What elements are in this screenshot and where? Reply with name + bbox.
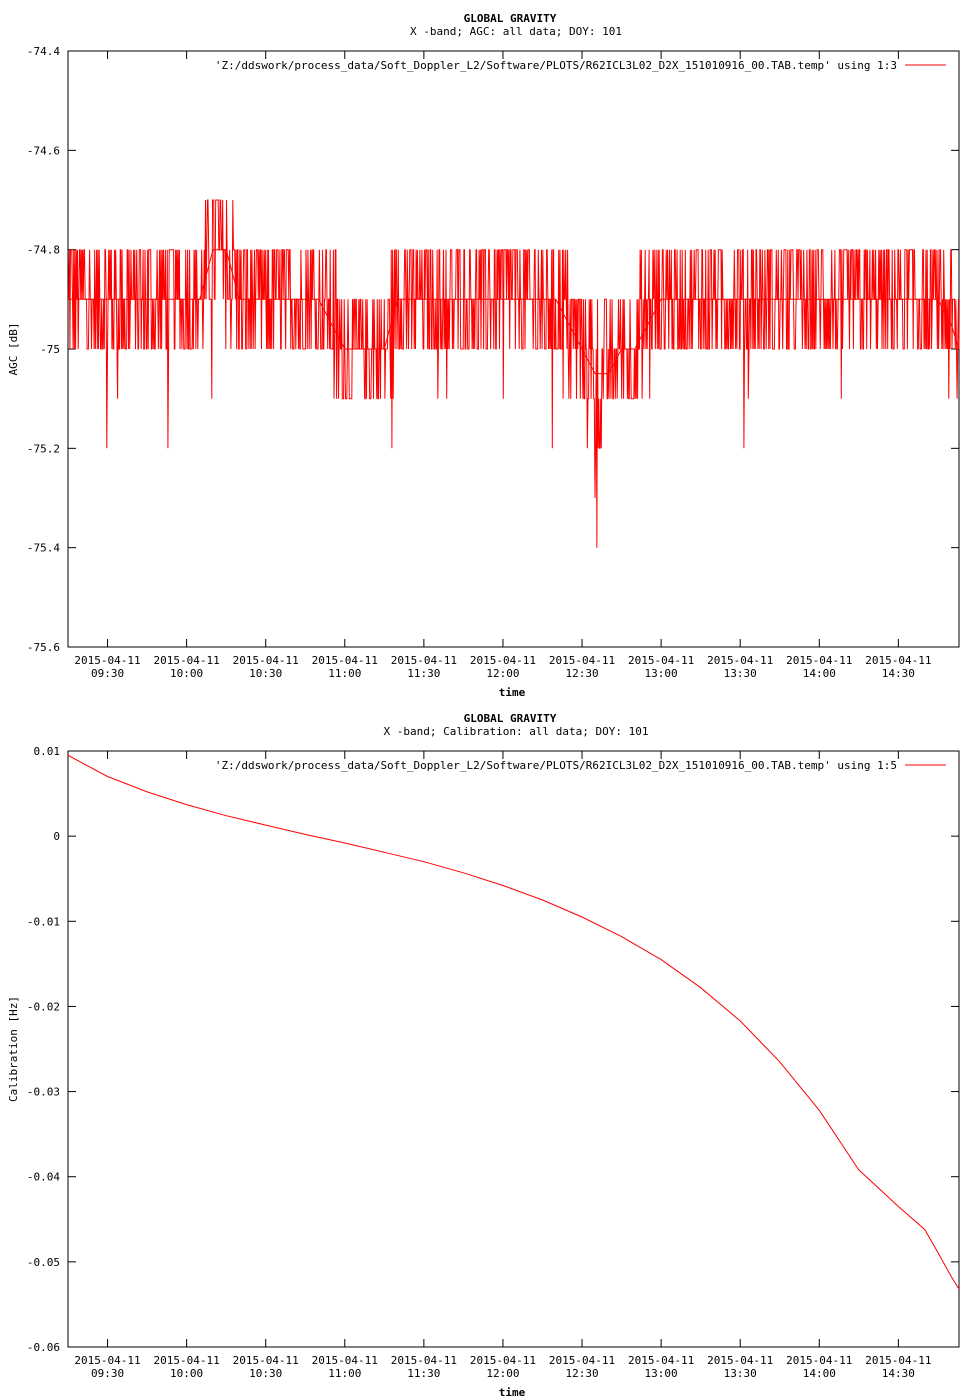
- agc-x-tick-date: 2015-04-11: [391, 654, 457, 667]
- agc-x-tick-time: 13:00: [645, 667, 678, 680]
- calibration-y-tick-label: -0.02: [27, 1000, 60, 1013]
- calibration-x-tick-time: 13:30: [724, 1367, 757, 1380]
- calibration-series: [67, 754, 960, 1290]
- calibration-x-tick-time: 09:30: [91, 1367, 124, 1380]
- calibration-y-tick-label: -0.01: [27, 915, 60, 928]
- agc-x-tick-time: 14:30: [882, 667, 915, 680]
- agc-y-tick-label: -75: [40, 343, 60, 356]
- agc-y-tick-label: -74.8: [27, 244, 60, 257]
- calibration-x-tick-date: 2015-04-11: [470, 1354, 536, 1367]
- calibration-x-tick-time: 12:00: [486, 1367, 519, 1380]
- agc-x-tick-time: 12:30: [565, 667, 598, 680]
- agc-series-samples: [68, 199, 960, 548]
- agc-chart-title: GLOBAL GRAVITY: [464, 12, 557, 25]
- calibration-y-tick-label: -0.04: [27, 1171, 60, 1184]
- calibration-x-tick-date: 2015-04-11: [312, 1354, 378, 1367]
- agc-x-tick-date: 2015-04-11: [549, 654, 615, 667]
- calibration-x-tick-date: 2015-04-11: [628, 1354, 694, 1367]
- calibration-y-tick-label: 0.01: [34, 745, 61, 758]
- agc-x-tick-date: 2015-04-11: [628, 654, 694, 667]
- agc-chart: GLOBAL GRAVITY X -band; AGC: all data; D…: [7, 12, 960, 699]
- agc-x-tick-time: 11:30: [407, 667, 440, 680]
- calibration-plot-frame: [67, 750, 960, 1348]
- agc-y-tick-label: -75.6: [27, 641, 60, 654]
- agc-x-tick-date: 2015-04-11: [865, 654, 931, 667]
- agc-x-axis-label: time: [499, 686, 526, 699]
- calibration-y-tick-label: -0.03: [27, 1086, 60, 1099]
- calibration-series-line: [67, 754, 960, 1290]
- calibration-x-tick-time: 13:00: [645, 1367, 678, 1380]
- calibration-x-tick-date: 2015-04-11: [865, 1354, 931, 1367]
- agc-x-tick-time: 10:30: [249, 667, 282, 680]
- calibration-x-tick-time: 10:00: [170, 1367, 203, 1380]
- calibration-x-tick-time: 14:30: [882, 1367, 915, 1380]
- agc-x-tick-time: 09:30: [91, 667, 124, 680]
- agc-x-tick-date: 2015-04-11: [233, 654, 299, 667]
- calibration-y-axis: 0.01 0 -0.01 -0.02 -0.03 -0.04 -0.05 -0.06: [27, 745, 959, 1354]
- calibration-x-tick-date: 2015-04-11: [233, 1354, 299, 1367]
- agc-x-tick-time: 13:30: [724, 667, 757, 680]
- calibration-x-tick-date: 2015-04-11: [154, 1354, 220, 1367]
- calibration-x-tick-time: 11:00: [328, 1367, 361, 1380]
- calibration-x-tick-date: 2015-04-11: [786, 1354, 852, 1367]
- agc-chart-subtitle: X -band; AGC: all data; DOY: 101: [410, 25, 622, 38]
- agc-x-tick-date: 2015-04-11: [470, 654, 536, 667]
- agc-legend-label: 'Z:/ddswork/process_data/Soft_Doppler_L2…: [215, 59, 897, 72]
- agc-x-tick-date: 2015-04-11: [786, 654, 852, 667]
- agc-x-tick-time: 10:00: [170, 667, 203, 680]
- agc-y-tick-label: -75.4: [27, 542, 60, 555]
- agc-x-tick-time: 12:00: [486, 667, 519, 680]
- calibration-x-tick-time: 11:30: [407, 1367, 440, 1380]
- calibration-chart: GLOBAL GRAVITY X -band; Calibration: all…: [7, 712, 960, 1399]
- calibration-y-axis-label: Calibration [Hz]: [7, 996, 20, 1102]
- calibration-x-tick-date: 2015-04-11: [549, 1354, 615, 1367]
- agc-x-tick-date: 2015-04-11: [154, 654, 220, 667]
- calibration-x-tick-date: 2015-04-11: [707, 1354, 773, 1367]
- calibration-legend-label: 'Z:/ddswork/process_data/Soft_Doppler_L2…: [215, 759, 897, 772]
- agc-x-tick-date: 2015-04-11: [707, 654, 773, 667]
- agc-y-tick-label: -75.2: [27, 442, 60, 455]
- calibration-chart-title: GLOBAL GRAVITY: [464, 712, 557, 725]
- agc-x-tick-date: 2015-04-11: [312, 654, 378, 667]
- agc-y-axis: -74.4 -74.6 -74.8 -75 -75.2 -75.4 -75.6: [27, 45, 959, 654]
- calibration-x-axis: 2015-04-1109:302015-04-1110:002015-04-11…: [74, 751, 931, 1380]
- calibration-y-tick-label: -0.06: [27, 1341, 60, 1354]
- calibration-x-tick-date: 2015-04-11: [74, 1354, 140, 1367]
- calibration-x-tick-time: 14:00: [803, 1367, 836, 1380]
- calibration-x-tick-time: 12:30: [565, 1367, 598, 1380]
- calibration-x-axis-label: time: [499, 1386, 526, 1399]
- agc-y-axis-label: AGC [dB]: [7, 323, 20, 376]
- calibration-x-tick-date: 2015-04-11: [391, 1354, 457, 1367]
- agc-x-tick-date: 2015-04-11: [74, 654, 140, 667]
- calibration-chart-subtitle: X -band; Calibration: all data; DOY: 101: [384, 725, 649, 738]
- calibration-y-tick-label: 0: [53, 830, 60, 843]
- agc-y-tick-label: -74.4: [27, 45, 60, 58]
- agc-x-axis: 2015-04-1109:302015-04-1110:002015-04-11…: [74, 51, 931, 680]
- agc-y-tick-label: -74.6: [27, 144, 60, 157]
- agc-series: [68, 199, 960, 548]
- agc-x-tick-time: 11:00: [328, 667, 361, 680]
- calibration-x-tick-time: 10:30: [249, 1367, 282, 1380]
- agc-x-tick-time: 14:00: [803, 667, 836, 680]
- calibration-y-tick-label: -0.05: [27, 1256, 60, 1269]
